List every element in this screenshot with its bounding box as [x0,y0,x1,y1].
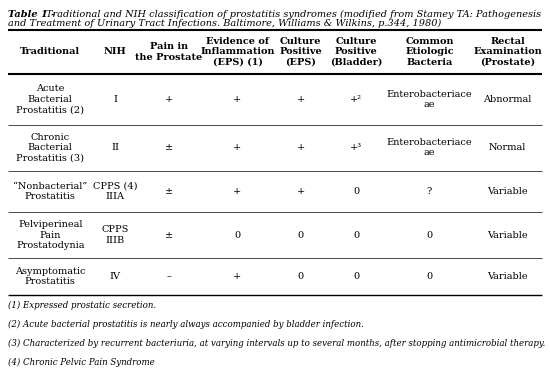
Text: +: + [233,95,241,104]
Text: Pain in
the Prostate: Pain in the Prostate [135,42,202,62]
Text: Common
Etiologic
Bacteria: Common Etiologic Bacteria [405,37,454,67]
Text: (1) Expressed prostatic secretion.: (1) Expressed prostatic secretion. [8,301,156,310]
Text: –: – [166,272,171,281]
Text: (2) Acute bacterial prostatitis is nearly always accompanied by bladder infectio: (2) Acute bacterial prostatitis is nearl… [8,320,364,329]
Text: NIH: NIH [103,47,127,57]
Text: ?: ? [427,187,432,196]
Text: Enterobacteriace
ae: Enterobacteriace ae [387,90,472,109]
Text: 0: 0 [298,231,304,239]
Text: ±: ± [164,143,173,152]
Text: Variable: Variable [487,187,528,196]
Text: +²: +² [350,95,362,104]
Text: (3) Characterized by recurrent bacteriuria, at varying intervals up to several m: (3) Characterized by recurrent bacteriur… [8,339,546,348]
Text: 0: 0 [353,231,359,239]
Text: ±: ± [164,187,173,196]
Text: “Nonbacterial”
Prostatitis: “Nonbacterial” Prostatitis [13,182,87,201]
Text: +: + [233,187,241,196]
Text: 0: 0 [298,272,304,281]
Text: II: II [111,143,119,152]
Text: CPPS
IIIB: CPPS IIIB [101,226,129,245]
Text: Rectal
Examination
(Prostate): Rectal Examination (Prostate) [473,37,542,67]
Text: 0: 0 [426,272,432,281]
Text: Table 1 -: Table 1 - [8,10,58,19]
Text: Culture
Positive
(Bladder): Culture Positive (Bladder) [330,37,382,67]
Text: Chronic
Bacterial
Prostatitis (3): Chronic Bacterial Prostatitis (3) [16,133,84,162]
Text: +: + [296,143,305,152]
Text: Enterobacteriace
ae: Enterobacteriace ae [387,138,472,157]
Text: I: I [113,95,117,104]
Text: +: + [233,272,241,281]
Text: 0: 0 [426,231,432,239]
Text: and Treatment of Urinary Tract Infections. Baltimore, Williams & Wilkins, p.344,: and Treatment of Urinary Tract Infection… [8,19,441,28]
Text: Variable: Variable [487,272,528,281]
Text: (4) Chronic Pelvic Pain Syndrome: (4) Chronic Pelvic Pain Syndrome [8,358,155,367]
Text: Culture
Positive
(EPS): Culture Positive (EPS) [279,37,322,67]
Text: 0: 0 [234,231,240,239]
Text: +: + [296,187,305,196]
Text: +: + [233,143,241,152]
Text: Traditional: Traditional [20,47,80,57]
Text: Traditional and NIH classification of prostatitis syndromes (modified from Stame: Traditional and NIH classification of pr… [46,10,541,19]
Text: Asymptomatic
Prostatitis: Asymptomatic Prostatitis [15,267,85,286]
Text: 0: 0 [353,272,359,281]
Text: Abnormal: Abnormal [483,95,532,104]
Text: +³: +³ [350,143,362,152]
Text: +: + [164,95,173,104]
Text: Acute
Bacterial
Prostatitis (2): Acute Bacterial Prostatitis (2) [16,84,84,114]
Text: Pelviperineal
Pain
Prostatodynia: Pelviperineal Pain Prostatodynia [16,220,85,250]
Text: ±: ± [164,231,173,239]
Text: 0: 0 [353,187,359,196]
Text: Variable: Variable [487,231,528,239]
Text: CPPS (4)
IIIA: CPPS (4) IIIA [93,182,137,201]
Text: Normal: Normal [489,143,526,152]
Text: +: + [296,95,305,104]
Text: Evidence of
Inflammation
(EPS) (1): Evidence of Inflammation (EPS) (1) [200,37,275,67]
Text: IV: IV [109,272,120,281]
